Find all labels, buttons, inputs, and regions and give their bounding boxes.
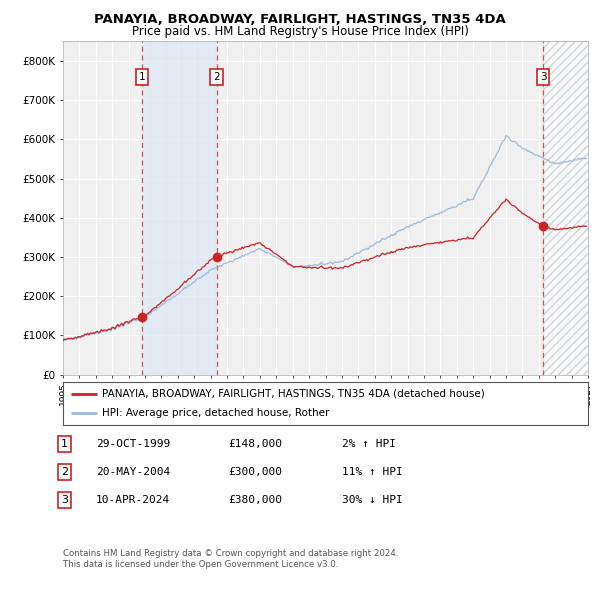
- Text: 2% ↑ HPI: 2% ↑ HPI: [342, 439, 396, 448]
- Bar: [543, 41, 588, 375]
- Text: 1: 1: [139, 71, 146, 81]
- Text: £380,000: £380,000: [228, 496, 282, 505]
- Text: 30% ↓ HPI: 30% ↓ HPI: [342, 496, 403, 505]
- Text: 3: 3: [61, 496, 68, 505]
- Text: 20-MAY-2004: 20-MAY-2004: [96, 467, 170, 477]
- Text: HPI: Average price, detached house, Rother: HPI: Average price, detached house, Roth…: [103, 408, 330, 418]
- Text: £300,000: £300,000: [228, 467, 282, 477]
- Text: PANAYIA, BROADWAY, FAIRLIGHT, HASTINGS, TN35 4DA: PANAYIA, BROADWAY, FAIRLIGHT, HASTINGS, …: [94, 13, 506, 26]
- Text: Price paid vs. HM Land Registry's House Price Index (HPI): Price paid vs. HM Land Registry's House …: [131, 25, 469, 38]
- Text: 3: 3: [540, 71, 547, 81]
- Bar: [142, 41, 217, 375]
- Text: PANAYIA, BROADWAY, FAIRLIGHT, HASTINGS, TN35 4DA (detached house): PANAYIA, BROADWAY, FAIRLIGHT, HASTINGS, …: [103, 389, 485, 399]
- Text: 11% ↑ HPI: 11% ↑ HPI: [342, 467, 403, 477]
- Text: 10-APR-2024: 10-APR-2024: [96, 496, 170, 505]
- Text: This data is licensed under the Open Government Licence v3.0.: This data is licensed under the Open Gov…: [63, 560, 338, 569]
- Text: 1: 1: [61, 439, 68, 448]
- Text: 2: 2: [61, 467, 68, 477]
- Text: 29-OCT-1999: 29-OCT-1999: [96, 439, 170, 448]
- Text: £148,000: £148,000: [228, 439, 282, 448]
- Text: 2: 2: [214, 71, 220, 81]
- Text: Contains HM Land Registry data © Crown copyright and database right 2024.: Contains HM Land Registry data © Crown c…: [63, 549, 398, 558]
